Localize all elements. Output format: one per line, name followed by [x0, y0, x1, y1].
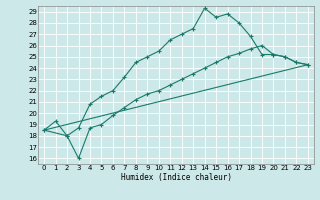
X-axis label: Humidex (Indice chaleur): Humidex (Indice chaleur)	[121, 173, 231, 182]
